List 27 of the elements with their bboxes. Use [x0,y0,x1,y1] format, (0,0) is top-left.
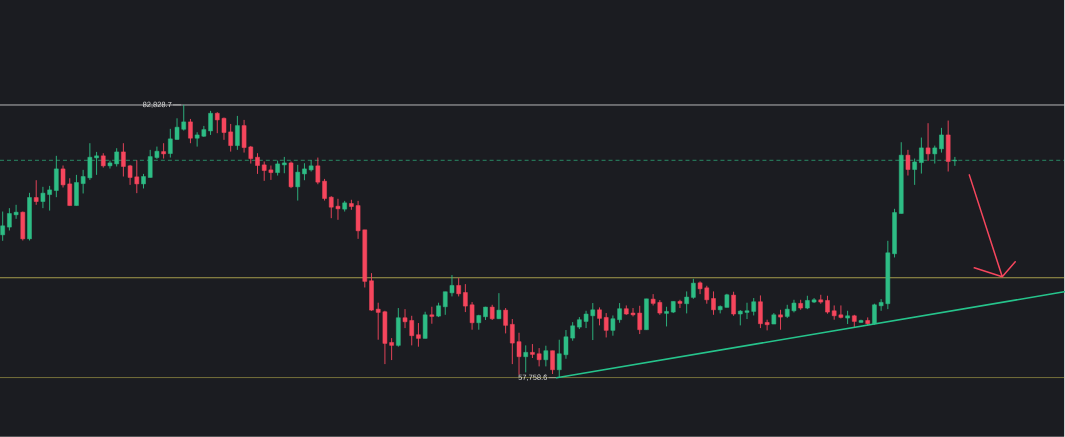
candlestick [496,292,502,320]
candlestick [731,291,736,317]
candlestick [0,211,5,242]
candlestick [684,291,689,314]
candlestick [925,122,931,162]
candlestick [188,118,193,144]
candlestick [603,312,609,339]
candlestick [255,152,260,175]
candlestick [503,307,508,335]
candlestick [235,115,240,151]
candlestick [543,345,549,367]
candlestick [711,291,716,316]
candlestick [288,161,294,189]
candlestick [550,350,555,375]
candlestick [416,322,421,348]
candlestick [778,309,783,331]
candlestick [295,164,300,202]
candlestick [664,306,669,328]
candlestick [523,345,528,373]
candlestick [905,149,911,177]
candlestick [429,306,435,325]
candlestick [456,277,461,298]
candlestick [422,311,428,340]
candlestick [939,127,944,154]
candlestick [33,179,39,206]
candlestick [691,278,696,300]
candlestick [677,299,683,309]
